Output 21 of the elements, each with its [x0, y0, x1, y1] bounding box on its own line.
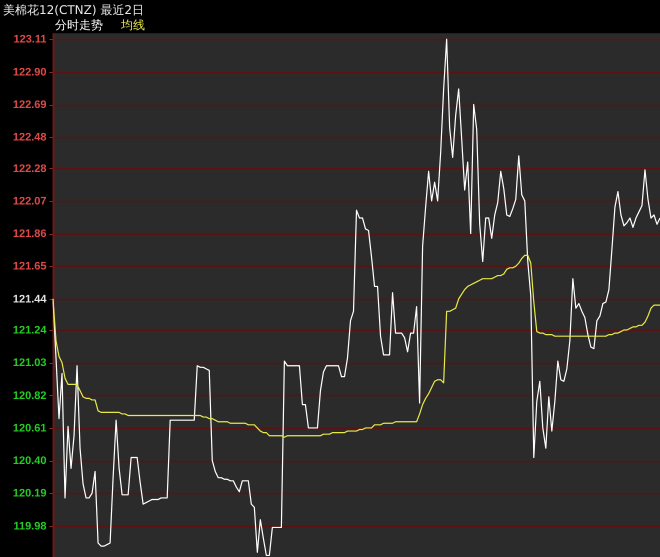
y-tick-label: 123.11 [13, 34, 46, 46]
y-tick-label: 120.61 [12, 422, 46, 434]
chart-title: 美棉花12(CTNZ) 最近2日 [3, 3, 144, 17]
y-tick-label: 120.82 [12, 390, 46, 402]
y-tick-label: 121.65 [12, 260, 46, 273]
y-tick-label: 120.19 [12, 488, 46, 500]
text: 均线 [120, 18, 145, 32]
y-tick-label: 122.28 [12, 162, 46, 175]
y-tick-label: 122.90 [12, 66, 46, 78]
y-tick-label: 121.24 [12, 324, 48, 336]
y-tick-label: 121.44 [12, 293, 48, 306]
line-series [52, 254, 660, 438]
line-series [52, 38, 660, 556]
y-tick-label: 121.86 [12, 228, 46, 240]
y-tick-label: 122.69 [12, 99, 46, 112]
y-tick-label: 122.07 [12, 195, 46, 208]
y-tick-label: 119.98 [13, 520, 46, 532]
y-tick-label: 121.03 [12, 357, 46, 370]
y-tick-label: 122.48 [12, 132, 46, 144]
text: 分时走势 [55, 18, 103, 32]
y-tick-label: 120.40 [12, 455, 46, 468]
